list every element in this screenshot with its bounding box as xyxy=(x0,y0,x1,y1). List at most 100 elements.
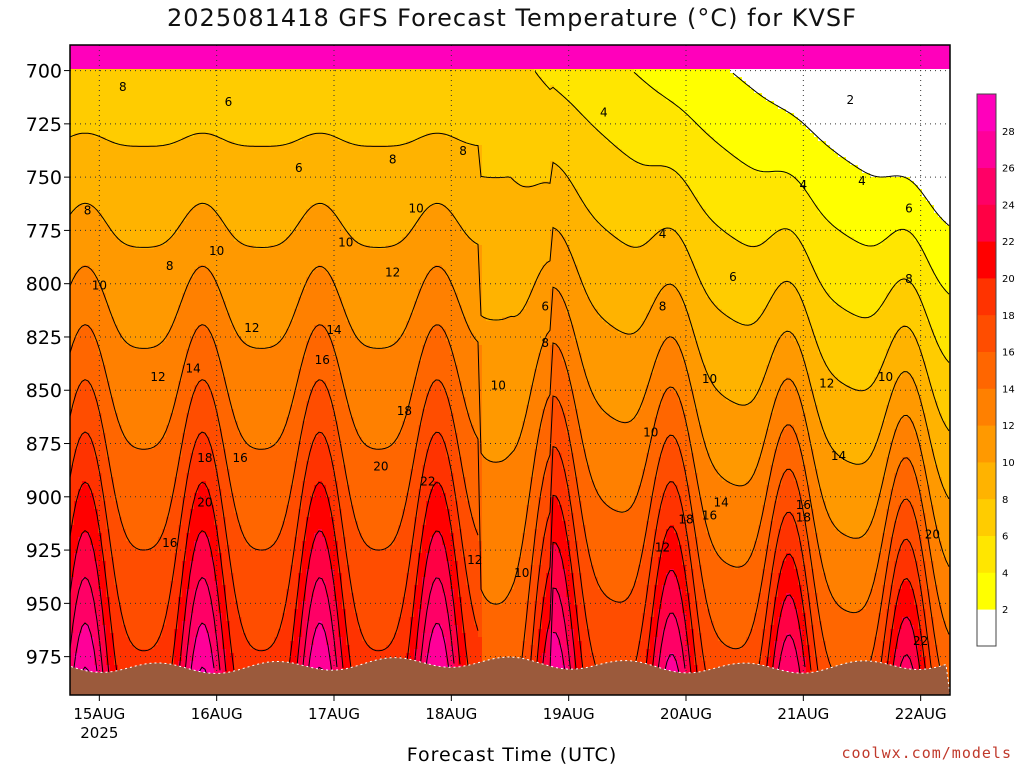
colorbar-label: 24 xyxy=(1002,200,1015,211)
contour-label: 16 xyxy=(232,451,247,465)
colorbar-label: 10 xyxy=(1002,458,1015,469)
contour-label: 6 xyxy=(729,270,737,284)
colorbar-label: 26 xyxy=(1002,164,1015,175)
contour-label: 18 xyxy=(796,511,811,525)
contour-label: 6 xyxy=(541,300,549,314)
contour-label: 8 xyxy=(459,144,467,158)
colorbar-swatch xyxy=(977,168,996,205)
colorbar-swatch xyxy=(977,388,996,425)
contour-label: 12 xyxy=(467,553,482,567)
colorbar-swatch xyxy=(977,94,996,131)
colorbar-label: 22 xyxy=(1002,237,1015,248)
contour-label: 2 xyxy=(846,93,854,107)
y-tick-label: 700 xyxy=(26,61,62,83)
x-tick-label: 22AUG xyxy=(895,705,947,723)
colorbar-swatch xyxy=(977,315,996,352)
contour-label: 4 xyxy=(659,227,667,241)
contour-label: 8 xyxy=(905,272,913,286)
contour-label: 12 xyxy=(385,266,400,280)
contour-label: 10 xyxy=(514,566,529,580)
contour-label: 18 xyxy=(678,513,693,527)
contour-label: 12 xyxy=(655,540,670,554)
x-tick-label: 19AUG xyxy=(543,705,595,723)
contour-label: 10 xyxy=(408,202,423,216)
x-tick-label: 20AUG xyxy=(660,705,712,723)
contour-label: 10 xyxy=(338,236,353,250)
colorbar-label: 20 xyxy=(1002,274,1015,285)
contour-label: 8 xyxy=(659,300,667,314)
contour-label: 6 xyxy=(905,202,913,216)
y-tick-label: 825 xyxy=(26,327,62,349)
x-tick-label: 18AUG xyxy=(425,705,477,723)
contour-label: 4 xyxy=(800,178,808,192)
contour-label: 14 xyxy=(960,387,975,401)
contour-label: 16 xyxy=(162,536,177,550)
colorbar-label: 6 xyxy=(1002,532,1008,543)
colorbar-label: 2 xyxy=(1002,605,1008,616)
colorbar-swatch xyxy=(977,609,996,646)
colorbar-label: 18 xyxy=(1002,311,1015,322)
x-tick-label: 15AUG xyxy=(73,705,125,723)
colorbar-label: 14 xyxy=(1002,384,1015,395)
contour-label: 10 xyxy=(878,370,893,384)
y-tick-label: 750 xyxy=(26,167,62,189)
contour-label: 12 xyxy=(960,344,975,358)
contour-label: 8 xyxy=(389,153,397,167)
x-tick-label: 16AUG xyxy=(191,705,243,723)
y-tick-label: 900 xyxy=(26,487,62,509)
y-tick-label: 725 xyxy=(26,114,62,136)
contour-label: 20 xyxy=(925,528,940,542)
contour-label: 14 xyxy=(831,449,846,463)
contour-label: 14 xyxy=(186,361,201,375)
contour-label: 16 xyxy=(960,430,975,444)
contour-label: 18 xyxy=(197,451,212,465)
x-tick-sublabel: 2025 xyxy=(80,724,118,742)
x-tick-label: 17AUG xyxy=(308,705,360,723)
colorbar-swatch xyxy=(977,462,996,499)
y-tick-label: 950 xyxy=(26,593,62,615)
contour-label: 14 xyxy=(326,323,341,337)
colorbar-label: 4 xyxy=(1002,568,1008,579)
contour-label: 18 xyxy=(397,404,412,418)
colorbar-swatch xyxy=(977,204,996,241)
colorbar-swatch xyxy=(977,352,996,389)
colorbar-swatch xyxy=(977,241,996,278)
contour-label: 16 xyxy=(315,353,330,367)
colorbar-label: 8 xyxy=(1002,495,1008,506)
colorbar-label: 12 xyxy=(1002,421,1015,432)
y-tick-label: 850 xyxy=(26,380,62,402)
colorbar-label: 16 xyxy=(1002,348,1015,359)
contour-label: 6 xyxy=(225,95,233,109)
y-tick-label: 800 xyxy=(26,274,62,296)
contour-label: 4 xyxy=(600,106,608,120)
colorbar-swatch xyxy=(977,425,996,462)
colorbar-swatch xyxy=(977,278,996,315)
contour-label: 8 xyxy=(541,336,549,350)
y-tick-label: 975 xyxy=(26,647,62,669)
contour-label: 6 xyxy=(295,161,303,175)
y-tick-label: 875 xyxy=(26,434,62,456)
contour-label: 16 xyxy=(702,508,717,522)
contour-label: 12 xyxy=(244,321,259,335)
contour-label: 18 xyxy=(960,498,975,512)
contour-label: 8 xyxy=(166,259,174,273)
contour-label: 10 xyxy=(209,244,224,258)
colorbar-swatch xyxy=(977,572,996,609)
x-tick-label: 21AUG xyxy=(777,705,829,723)
colorbar-label: 28 xyxy=(1002,127,1015,138)
colorbar-swatch xyxy=(977,131,996,168)
contour-label: 12 xyxy=(819,376,834,390)
contour-label: 20 xyxy=(373,459,388,473)
colorbar-swatch xyxy=(977,536,996,573)
contour-label: 10 xyxy=(643,425,658,439)
contour-label: 12 xyxy=(150,370,165,384)
contour-label: 2 xyxy=(964,129,972,143)
contour-label: 22 xyxy=(420,474,435,488)
credit-link[interactable]: coolwx.com/models xyxy=(841,744,1012,762)
y-tick-label: 775 xyxy=(26,220,62,242)
contour-label: 4 xyxy=(858,174,866,188)
contour-label: 20 xyxy=(197,496,212,510)
contour-label: 10 xyxy=(702,372,717,386)
y-tick-label: 925 xyxy=(26,540,62,562)
